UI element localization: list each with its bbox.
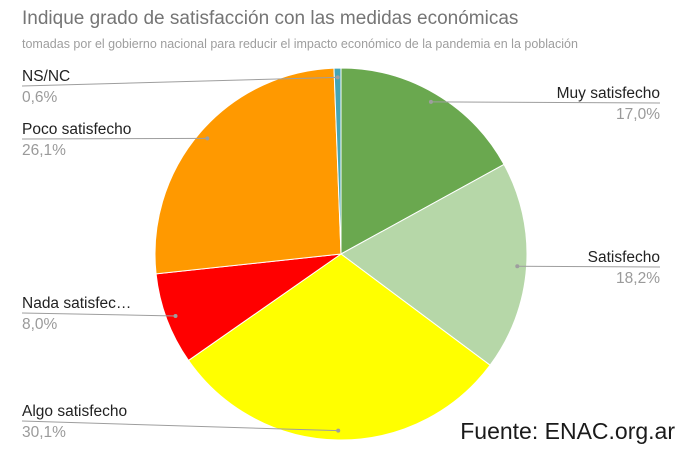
leader-line-satisfecho — [517, 265, 661, 268]
leader-dot-muy-satisfecho — [428, 99, 433, 104]
chart-title: Indique grado de satisfacción con las me… — [22, 8, 519, 29]
slice-label-algo-satisfecho: Algo satisfecho — [22, 403, 127, 420]
leader-dot-nada-satisfec — [173, 313, 178, 318]
leader-dot-satisfecho — [515, 264, 520, 269]
slice-label-poco-satisfecho: Poco satisfecho — [22, 121, 131, 138]
pie-slice-muy-satisfecho — [340, 67, 505, 255]
leader-line-nada-satisfec — [21, 312, 176, 317]
leader-dot-algo-satisfecho — [336, 428, 341, 433]
leader-line-muy-satisfecho — [430, 101, 661, 104]
pie-slice-ns-nc — [333, 67, 342, 255]
leader-line-poco-satisfecho — [21, 137, 208, 140]
source-credit: Fuente: ENAC.org.ar — [460, 418, 675, 444]
slice-label-nada-satisfec: Nada satisfec… — [22, 295, 131, 312]
pie-slice-algo-satisfecho — [187, 253, 491, 441]
leader-dot-ns-nc — [335, 75, 340, 80]
leader-dot-poco-satisfecho — [205, 136, 210, 141]
slice-label-ns-nc: NS/NC — [22, 68, 70, 85]
pie-slice-nada-satisfec — [155, 253, 342, 362]
slice-label-satisfecho: Satisfecho — [588, 249, 660, 266]
leader-line-algo-satisfecho — [21, 420, 339, 432]
slice-value-muy-satisfecho: 17,0% — [616, 106, 660, 123]
slice-label-muy-satisfecho: Muy satisfecho — [557, 85, 660, 102]
leader-line-ns-nc — [21, 76, 338, 87]
slice-value-ns-nc: 0,6% — [22, 89, 58, 106]
slice-value-poco-satisfecho: 26,1% — [22, 142, 66, 159]
slice-value-nada-satisfec: 8,0% — [22, 316, 58, 333]
pie-slice-poco-satisfecho — [154, 67, 342, 275]
slice-value-algo-satisfecho: 30,1% — [22, 424, 66, 441]
chart-subtitle: tomadas por el gobierno nacional para re… — [22, 37, 578, 51]
pie-slice-satisfecho — [340, 163, 528, 366]
slice-value-satisfecho: 18,2% — [616, 270, 660, 287]
